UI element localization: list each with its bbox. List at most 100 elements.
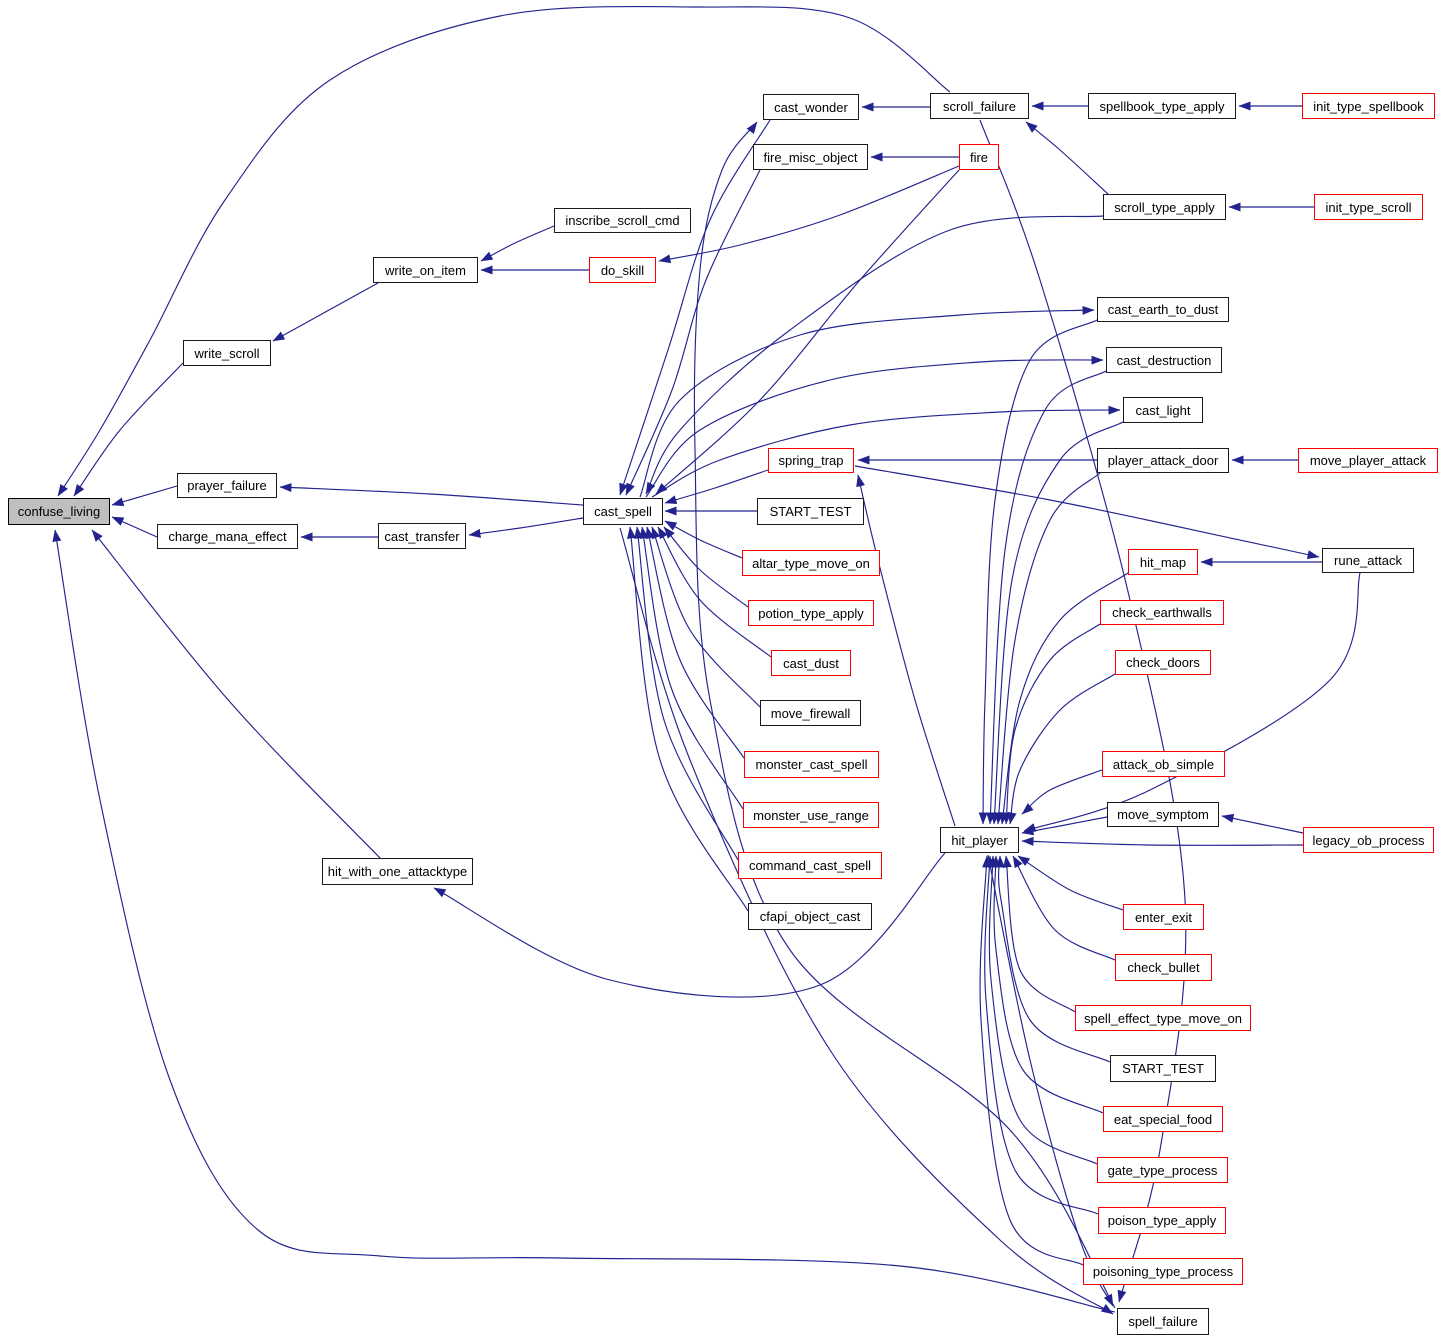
edge-cast_spell-to-spell_failure	[619, 527, 1114, 1315]
graph-node-hit_with_one_attacktype[interactable]: hit_with_one_attacktype	[322, 858, 473, 885]
edge-hit_player-to-hit_with_one_attacktype	[433, 852, 946, 998]
edge-check_bullet-to-hit_player	[1012, 855, 1116, 961]
edge-fire_misc_object-to-cast_spell	[625, 169, 761, 496]
edge-cast_light-to-hit_player	[990, 421, 1124, 825]
graph-node-do_skill[interactable]: do_skill	[589, 257, 656, 283]
edge-cast_destruction-to-hit_player	[986, 370, 1107, 825]
graph-node-cast_destruction[interactable]: cast_destruction	[1106, 347, 1222, 373]
graph-node-write_scroll[interactable]: write_scroll	[183, 340, 271, 366]
edge-cast_spell-to-cast_earth_to_dust	[639, 305, 1095, 498]
edge-monster_cast_spell-to-cast_spell	[645, 526, 745, 759]
graph-node-init_type_scroll[interactable]: init_type_scroll	[1314, 194, 1423, 220]
edge-cast_spell-to-cast_destruction	[645, 355, 1104, 498]
graph-node-check_doors[interactable]: check_doors	[1115, 650, 1211, 675]
edge-potion_type_apply-to-cast_spell	[663, 526, 749, 608]
graph-node-cast_spell[interactable]: cast_spell	[583, 498, 663, 525]
graph-node-inscribe_scroll_cmd[interactable]: inscribe_scroll_cmd	[554, 208, 691, 233]
graph-node-fire[interactable]: fire	[959, 144, 999, 170]
edge-poison_type_apply-to-hit_player	[984, 855, 1099, 1215]
edge-write_scroll-to-confuse_living	[73, 362, 184, 497]
graph-node-eat_special_food[interactable]: eat_special_food	[1103, 1106, 1223, 1132]
graph-node-monster_use_range[interactable]: monster_use_range	[743, 802, 879, 828]
graph-node-spring_trap[interactable]: spring_trap	[768, 448, 854, 473]
edge-hit_player-to-spell_failure	[987, 854, 1114, 1307]
graph-node-spell_effect_type_move_on[interactable]: spell_effect_type_move_on	[1075, 1005, 1251, 1031]
edge-spring_trap-to-cast_spell	[664, 469, 769, 504]
edge-attack_ob_simple-to-hit_player	[1021, 769, 1103, 815]
graph-node-legacy_ob_process[interactable]: legacy_ob_process	[1303, 827, 1434, 853]
edge-scroll_failure-to-spell_failure	[979, 119, 1187, 1303]
graph-node-charge_mana_effect[interactable]: charge_mana_effect	[157, 524, 298, 549]
edge-command_cast_spell-to-cast_spell	[634, 526, 739, 861]
edge-poisoning_type_process-to-hit_player	[979, 855, 1084, 1266]
graph-node-poison_type_apply[interactable]: poison_type_apply	[1098, 1207, 1226, 1234]
edge-scroll_failure-to-confuse_living	[57, 5, 951, 497]
edge-rune_attack-to-hit_player	[1023, 572, 1361, 832]
graph-node-gate_type_process[interactable]: gate_type_process	[1097, 1157, 1228, 1183]
graph-node-start_test_2[interactable]: START_TEST	[1110, 1055, 1216, 1082]
graph-node-cast_dust[interactable]: cast_dust	[771, 650, 851, 676]
edge-prayer_failure-to-confuse_living	[111, 485, 178, 507]
graph-node-fire_misc_object[interactable]: fire_misc_object	[753, 144, 868, 170]
edge-cast_spell-to-prayer_failure	[279, 483, 584, 506]
graph-node-cast_wonder[interactable]: cast_wonder	[763, 94, 859, 120]
graph-node-cast_light[interactable]: cast_light	[1123, 397, 1203, 423]
graph-node-altar_type_move_on[interactable]: altar_type_move_on	[742, 550, 880, 576]
graph-node-cast_transfer[interactable]: cast_transfer	[378, 523, 466, 549]
edge-scroll_type_apply-to-cast_spell	[645, 215, 1104, 495]
graph-node-start_test_1[interactable]: START_TEST	[757, 498, 864, 525]
graph-node-attack_ob_simple[interactable]: attack_ob_simple	[1102, 751, 1225, 777]
edge-spring_trap-to-rune_attack	[854, 465, 1320, 560]
graph-node-monster_cast_spell[interactable]: monster_cast_spell	[744, 751, 879, 778]
graph-node-enter_exit[interactable]: enter_exit	[1123, 904, 1204, 930]
graph-node-player_attack_door[interactable]: player_attack_door	[1097, 448, 1229, 473]
edge-charge_mana_effect-to-confuse_living	[111, 516, 158, 538]
graph-node-potion_type_apply[interactable]: potion_type_apply	[748, 600, 874, 626]
graph-node-poisoning_type_process[interactable]: poisoning_type_process	[1083, 1258, 1243, 1285]
graph-node-move_player_attack[interactable]: move_player_attack	[1298, 448, 1438, 473]
edge-fire-to-cast_spell	[655, 169, 960, 495]
edge-cast_earth_to_dust-to-hit_player	[978, 319, 1098, 825]
graph-node-rune_attack[interactable]: rune_attack	[1322, 548, 1414, 573]
edge-legacy_ob_process-to-hit_player	[1021, 836, 1304, 846]
edge-eat_special_food-to-hit_player	[991, 855, 1104, 1114]
edge-cast_dust-to-cast_spell	[657, 526, 772, 658]
graph-node-move_firewall[interactable]: move_firewall	[760, 700, 861, 726]
edge-write_on_item-to-write_scroll	[272, 282, 379, 342]
edge-hit_with_one_attacktype-to-confuse_living	[91, 529, 381, 859]
graph-node-command_cast_spell[interactable]: command_cast_spell	[738, 852, 882, 879]
graph-node-check_earthwalls[interactable]: check_earthwalls	[1100, 600, 1224, 625]
graph-node-hit_map[interactable]: hit_map	[1128, 549, 1198, 575]
edge-spell_effect_type_move_on-to-hit_player	[1002, 855, 1076, 1013]
graph-node-scroll_failure[interactable]: scroll_failure	[930, 93, 1029, 119]
graph-node-confuse_living[interactable]: confuse_living	[8, 498, 110, 525]
edge-enter_exit-to-hit_player	[1017, 855, 1124, 911]
edge-spell_failure-to-cast_wonder	[693, 121, 1116, 1309]
graph-node-init_type_spellbook[interactable]: init_type_spellbook	[1302, 93, 1435, 119]
edge-monster_use_range-to-cast_spell	[639, 526, 744, 810]
graph-node-move_symptom[interactable]: move_symptom	[1107, 802, 1219, 827]
graph-node-cfapi_object_cast[interactable]: cfapi_object_cast	[748, 903, 872, 930]
graph-node-spellbook_type_apply[interactable]: spellbook_type_apply	[1088, 93, 1236, 119]
edge-cfapi_object_cast-to-cast_spell	[627, 526, 749, 912]
graph-node-cast_earth_to_dust[interactable]: cast_earth_to_dust	[1097, 297, 1229, 322]
edge-hit_map-to-hit_player	[999, 572, 1129, 825]
edge-legacy_ob_process-to-move_symptom	[1221, 813, 1304, 834]
edge-move_firewall-to-cast_spell	[651, 526, 761, 708]
edge-check_doors-to-hit_player	[1007, 673, 1116, 825]
graph-node-write_on_item[interactable]: write_on_item	[373, 257, 478, 283]
edge-player_attack_door-to-hit_player	[994, 472, 1101, 825]
edge-inscribe_scroll_cmd-to-write_on_item	[480, 225, 555, 262]
edge-check_earthwalls-to-hit_player	[1002, 623, 1101, 825]
graph-node-check_bullet[interactable]: check_bullet	[1115, 954, 1212, 981]
graph-node-prayer_failure[interactable]: prayer_failure	[177, 473, 277, 498]
edge-altar_type_move_on-to-cast_spell	[664, 520, 743, 559]
edge-cast_spell-to-cast_transfer	[468, 517, 584, 538]
graph-node-scroll_type_apply[interactable]: scroll_type_apply	[1103, 194, 1226, 220]
graph-node-spell_failure[interactable]: spell_failure	[1117, 1308, 1209, 1335]
edge-hit_player-to-spring_trap	[856, 474, 956, 827]
edge-cast_spell-to-cast_light	[651, 405, 1121, 498]
graph-node-hit_player[interactable]: hit_player	[940, 827, 1019, 853]
